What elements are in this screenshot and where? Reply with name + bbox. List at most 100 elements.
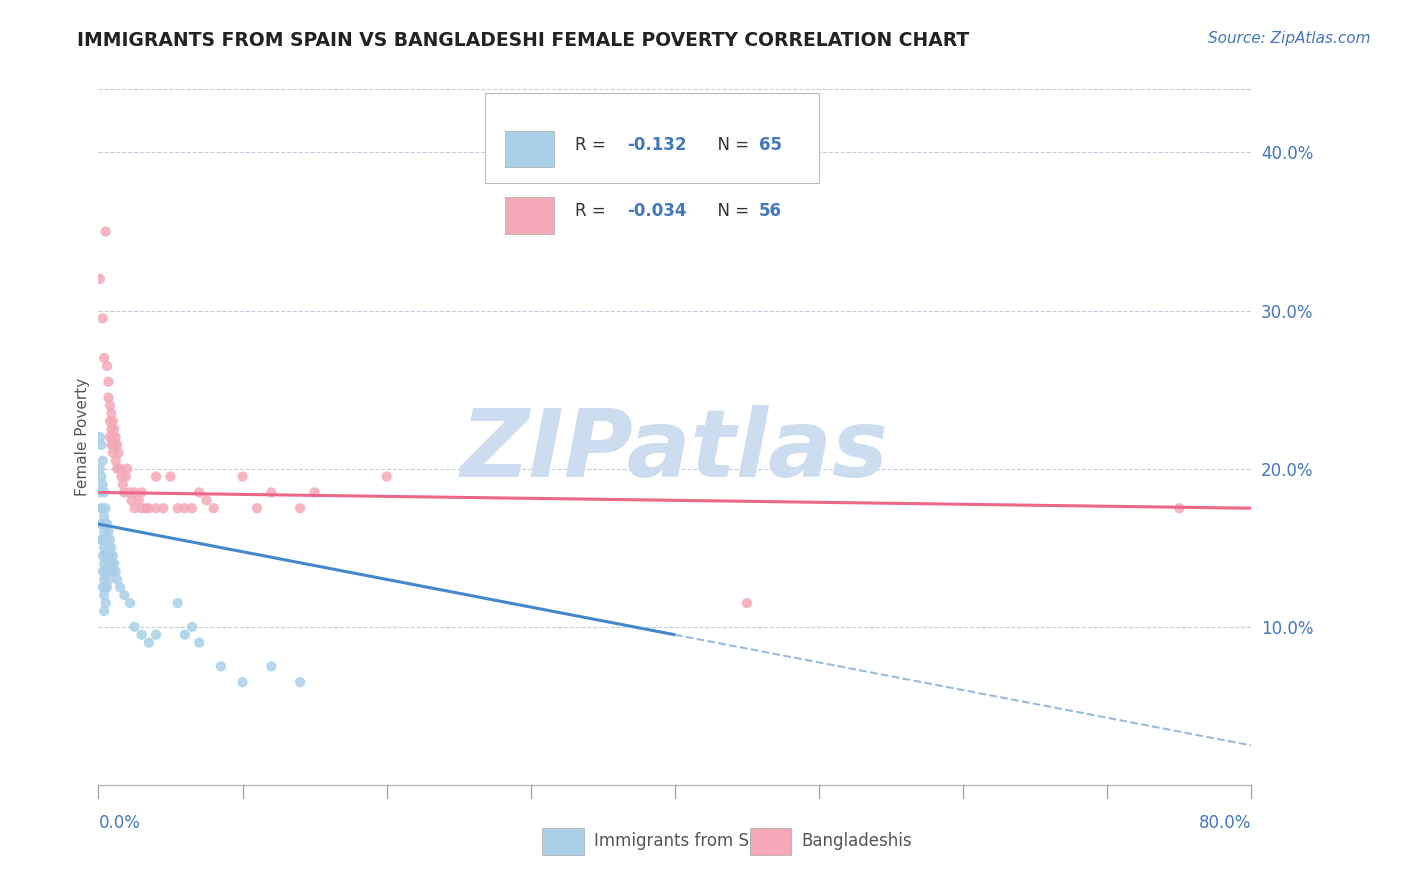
Point (93, 485, 115, 500)
FancyBboxPatch shape (485, 93, 820, 183)
Point (96, 516, 118, 531)
Point (96, 565, 118, 579)
Text: N =: N = (707, 136, 755, 153)
Point (100, 422, 122, 436)
Point (94, 516, 117, 531)
Point (94, 533, 117, 547)
Text: 56: 56 (759, 202, 782, 220)
Point (97, 391, 120, 405)
Point (188, 635, 211, 649)
Point (114, 469, 136, 483)
Point (97, 541, 120, 555)
Text: Bangladeshis: Bangladeshis (801, 831, 912, 849)
Point (91, 580, 114, 594)
Point (103, 422, 125, 436)
Point (145, 628, 167, 642)
Point (260, 659, 283, 673)
FancyBboxPatch shape (505, 197, 554, 234)
Point (91, 565, 114, 579)
Point (152, 501, 174, 516)
Text: Source: ZipAtlas.com: Source: ZipAtlas.com (1208, 31, 1371, 46)
Point (117, 461, 139, 475)
Point (104, 454, 127, 468)
Text: R =: R = (575, 202, 610, 220)
Point (131, 501, 153, 516)
Point (124, 501, 146, 516)
Point (145, 469, 167, 483)
Point (375, 469, 398, 483)
Point (120, 596, 142, 610)
Point (93, 588, 115, 602)
Point (128, 493, 150, 508)
Point (90, 438, 112, 452)
Point (101, 414, 124, 428)
Point (101, 446, 124, 460)
Point (100, 406, 122, 420)
Point (100, 541, 122, 555)
Point (135, 501, 157, 516)
Point (105, 461, 128, 475)
Point (112, 485, 135, 500)
Point (91, 477, 114, 491)
Point (101, 430, 124, 444)
Point (246, 501, 269, 516)
Point (104, 565, 127, 579)
Point (98, 414, 121, 428)
Point (101, 549, 124, 563)
Point (97, 524, 120, 539)
Point (100, 557, 122, 571)
Point (159, 469, 181, 483)
Point (94, 225, 117, 239)
Point (98, 565, 121, 579)
Point (145, 501, 167, 516)
Point (103, 557, 125, 571)
Point (96, 549, 118, 563)
FancyBboxPatch shape (505, 131, 554, 168)
Point (181, 501, 204, 516)
Point (94, 549, 117, 563)
Point (94, 501, 117, 516)
Point (131, 628, 153, 642)
Point (90, 533, 112, 547)
Point (138, 501, 160, 516)
Point (89, 272, 111, 286)
Point (104, 430, 127, 444)
Point (181, 620, 204, 634)
Point (105, 573, 128, 587)
Point (93, 541, 115, 555)
Point (231, 469, 254, 483)
Point (91, 454, 114, 468)
Point (120, 485, 142, 500)
FancyBboxPatch shape (543, 828, 583, 855)
Point (97, 375, 120, 389)
Point (166, 596, 188, 610)
Point (93, 573, 115, 587)
Point (138, 635, 160, 649)
Text: IMMIGRANTS FROM SPAIN VS BANGLADESHI FEMALE POVERTY CORRELATION CHART: IMMIGRANTS FROM SPAIN VS BANGLADESHI FEM… (77, 31, 970, 50)
Point (90, 469, 112, 483)
Point (94, 596, 117, 610)
Point (124, 620, 146, 634)
Text: -0.034: -0.034 (627, 202, 688, 220)
Point (90, 516, 112, 531)
Point (121, 493, 143, 508)
Point (90, 501, 112, 516)
Point (260, 485, 283, 500)
Point (100, 438, 122, 452)
Point (98, 533, 121, 547)
Text: 0.0%: 0.0% (98, 814, 141, 832)
Point (91, 533, 114, 547)
Point (93, 604, 115, 618)
Y-axis label: Female Poverty: Female Poverty (75, 378, 90, 496)
Point (105, 438, 128, 452)
Point (111, 477, 134, 491)
Text: -0.132: -0.132 (627, 136, 688, 153)
Text: N =: N = (707, 202, 755, 220)
Point (98, 399, 121, 413)
Point (93, 351, 115, 365)
Point (91, 311, 114, 326)
Point (89, 461, 111, 475)
Point (124, 485, 146, 500)
Point (94, 580, 117, 594)
Point (107, 446, 129, 460)
